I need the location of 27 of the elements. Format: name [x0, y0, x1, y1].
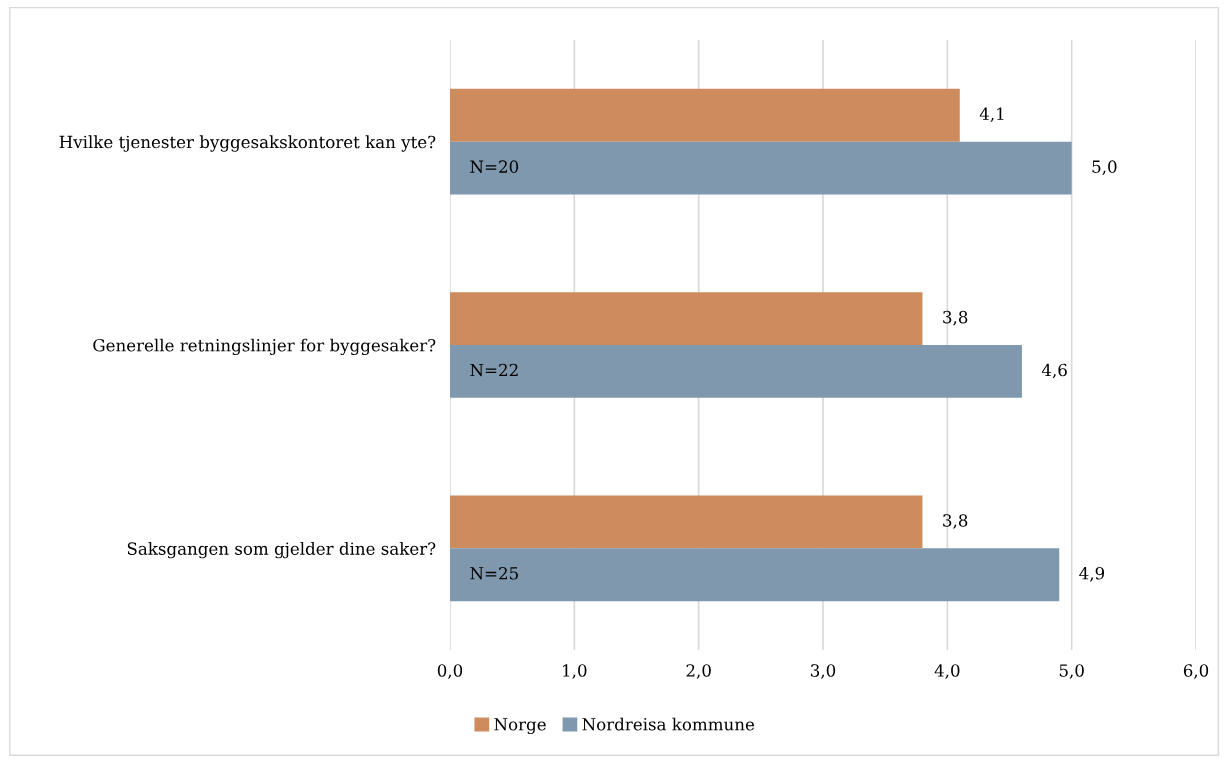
legend-label: Nordreisa kommune: [582, 717, 755, 731]
annotation: N=22: [470, 363, 518, 377]
x-tick-label: 5,0: [1059, 664, 1084, 679]
x-tick-label: 1,0: [563, 664, 587, 679]
x-tick-label: 6,0: [1183, 664, 1209, 679]
bar: [450, 345, 1022, 398]
legend-label: Norge: [494, 718, 546, 734]
data-label: 5,0: [1092, 160, 1117, 175]
data-label: 3,8: [943, 514, 968, 529]
data-label: 4,1: [979, 107, 1004, 123]
x-tick-label: 4,0: [934, 664, 960, 679]
y-tick-label: Generelle retningslinjer for byggesaker?: [93, 338, 436, 356]
data-label: 3,8: [943, 310, 968, 326]
y-tick-label: Hvilke tjenester byggesakskontoret kan yte?: [59, 135, 436, 152]
bar: [450, 292, 923, 345]
data-label: 4,6: [1041, 363, 1067, 379]
bar: [450, 495, 923, 549]
x-tick-label: 0,0: [437, 664, 463, 679]
bar: [450, 548, 1060, 602]
annotation: N=25: [470, 567, 518, 580]
annotation: N=20: [470, 160, 519, 173]
bar: [450, 141, 1072, 195]
data-label: 4,9: [1079, 567, 1105, 582]
bar: [450, 88, 960, 142]
x-tick-label: 3,0: [811, 664, 836, 679]
y-tick-label: Saksgangen som gjelder dine saker?: [127, 542, 436, 559]
x-tick-label: 2,0: [686, 664, 711, 679]
